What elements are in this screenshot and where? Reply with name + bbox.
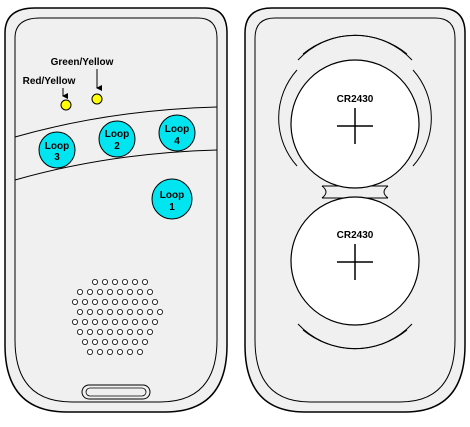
- loop-4-button[interactable]: Loop 4: [158, 114, 196, 152]
- speaker-hole: [87, 308, 94, 315]
- speaker-hole: [92, 338, 99, 345]
- loop-1-button[interactable]: Loop 1: [151, 178, 193, 220]
- speaker-hole: [131, 338, 138, 345]
- loop-2-number: 2: [114, 141, 120, 152]
- speaker-hole: [87, 348, 94, 355]
- loop-3-label: Loop: [45, 141, 69, 152]
- battery-1: CR2430: [278, 34, 432, 189]
- lanyard-slot: [81, 384, 151, 400]
- speaker-hole: [117, 288, 124, 295]
- loop-4-label: Loop: [165, 124, 189, 135]
- speaker-hole: [82, 298, 89, 305]
- speaker-hole: [117, 328, 124, 335]
- speaker-hole: [122, 338, 129, 345]
- speaker-hole: [107, 328, 114, 335]
- speaker-hole: [107, 308, 114, 315]
- speaker-hole: [122, 278, 129, 285]
- speaker-hole: [136, 348, 143, 355]
- front-band-top-line: [14, 106, 218, 138]
- speaker-hole: [102, 278, 109, 285]
- led-label-green-yellow: Green/Yellow: [51, 57, 114, 68]
- speaker-hole: [131, 278, 138, 285]
- loop-3-number: 3: [54, 152, 60, 163]
- speaker-hole: [127, 308, 134, 315]
- battery-2: CR2430: [290, 196, 420, 350]
- speaker-hole: [112, 318, 119, 325]
- speaker-hole: [107, 348, 114, 355]
- speaker-hole: [122, 318, 129, 325]
- speaker-hole: [87, 288, 94, 295]
- speaker-hole: [112, 278, 119, 285]
- speaker-hole: [97, 308, 104, 315]
- speaker-hole: [122, 298, 129, 305]
- speaker-hole: [87, 328, 94, 335]
- speaker-grille-icon: [72, 278, 163, 355]
- speaker-hole: [141, 338, 148, 345]
- speaker-hole: [97, 328, 104, 335]
- speaker-hole: [112, 338, 119, 345]
- led-green-yellow: [91, 93, 103, 105]
- speaker-hole: [102, 338, 109, 345]
- front-inner-outline: [14, 17, 218, 403]
- battery-1-label: CR2430: [337, 94, 374, 105]
- speaker-hole: [97, 348, 104, 355]
- speaker-hole: [127, 328, 134, 335]
- loop-1-number: 1: [169, 202, 175, 213]
- speaker-hole: [102, 318, 109, 325]
- speaker-hole: [141, 278, 148, 285]
- speaker-hole: [117, 348, 124, 355]
- speaker-hole: [127, 288, 134, 295]
- loop-3-button[interactable]: Loop 3: [38, 131, 76, 169]
- loop-1-label: Loop: [160, 190, 184, 201]
- speaker-hole: [151, 298, 158, 305]
- speaker-hole: [136, 308, 143, 315]
- speaker-hole: [127, 348, 134, 355]
- led-label-red-yellow: Red/Yellow: [23, 76, 76, 87]
- speaker-hole: [77, 328, 84, 335]
- speaker-hole: [146, 328, 153, 335]
- loop-2-label: Loop: [105, 129, 129, 140]
- speaker-hole: [131, 298, 138, 305]
- speaker-hole: [146, 308, 153, 315]
- lanyard-slot-inner: [85, 387, 147, 397]
- speaker-hole: [107, 288, 114, 295]
- speaker-hole: [92, 298, 99, 305]
- speaker-hole: [102, 298, 109, 305]
- battery-2-label: CR2430: [337, 230, 374, 241]
- led-red-yellow: [60, 99, 72, 111]
- battery-1-outer-arc-left: [278, 69, 298, 167]
- speaker-hole: [117, 308, 124, 315]
- speaker-hole: [77, 308, 84, 315]
- back-view: CR2430 CR2430: [244, 7, 466, 413]
- speaker-hole: [112, 298, 119, 305]
- battery-compartment-waist: [321, 185, 389, 199]
- loop-4-number: 4: [174, 136, 180, 147]
- speaker-hole: [82, 338, 89, 345]
- speaker-hole: [131, 318, 138, 325]
- loop-2-button[interactable]: Loop 2: [98, 120, 136, 158]
- front-view: Red/Yellow Green/Yellow Loop 3 Loop 2 Lo…: [4, 7, 228, 413]
- front-housing: [4, 7, 228, 413]
- speaker-hole: [92, 278, 99, 285]
- speaker-hole: [141, 298, 148, 305]
- speaker-hole: [136, 328, 143, 335]
- speaker-hole: [92, 318, 99, 325]
- speaker-hole: [77, 288, 84, 295]
- speaker-hole: [82, 318, 89, 325]
- speaker-hole: [136, 288, 143, 295]
- speaker-hole: [72, 298, 79, 305]
- speaker-hole: [72, 318, 79, 325]
- battery-1-outer-arc-right: [412, 69, 432, 167]
- speaker-hole: [146, 288, 153, 295]
- speaker-hole: [97, 288, 104, 295]
- front-band-bottom-line: [14, 149, 218, 181]
- speaker-hole: [141, 318, 148, 325]
- back-inner-outline: [254, 17, 456, 403]
- speaker-hole: [156, 308, 163, 315]
- speaker-hole: [151, 318, 158, 325]
